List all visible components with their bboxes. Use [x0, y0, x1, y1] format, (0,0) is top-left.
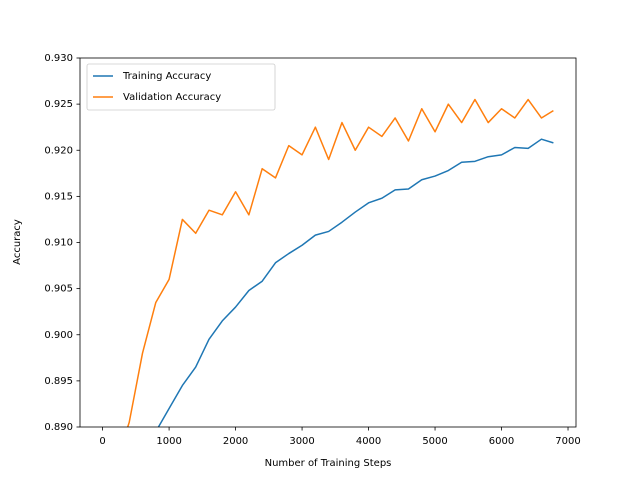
x-tick-label: 4000	[356, 436, 381, 447]
legend-label: Training Accuracy	[122, 71, 211, 82]
x-tick-label: 0	[99, 436, 105, 447]
x-tick-label: 7000	[555, 436, 580, 447]
y-tick-label: 0.915	[44, 191, 73, 202]
x-tick-label: 6000	[489, 436, 514, 447]
data-line	[126, 98, 554, 427]
legend-box	[86, 63, 276, 111]
y-tick-label: 0.905	[44, 284, 73, 295]
y-tick-label: 0.925	[44, 99, 73, 110]
y-tick-label: 0.895	[44, 376, 73, 387]
x-axis-label: Number of Training Steps	[265, 458, 392, 469]
y-axis-label: Accuracy	[12, 219, 23, 265]
x-tick-label: 5000	[422, 436, 447, 447]
y-tick-label: 0.910	[44, 238, 73, 249]
data-line	[157, 138, 554, 427]
y-tick-label: 0.920	[44, 145, 73, 156]
x-tick-label: 3000	[289, 436, 314, 447]
y-tick-label: 0.900	[44, 330, 73, 341]
y-tick-label: 0.890	[44, 422, 73, 433]
legend-label: Validation Accuracy	[123, 92, 221, 103]
x-tick-label: 2000	[223, 436, 248, 447]
y-tick-label: 0.930	[44, 53, 73, 64]
plot-area	[126, 98, 554, 427]
x-tick-label: 1000	[156, 436, 181, 447]
